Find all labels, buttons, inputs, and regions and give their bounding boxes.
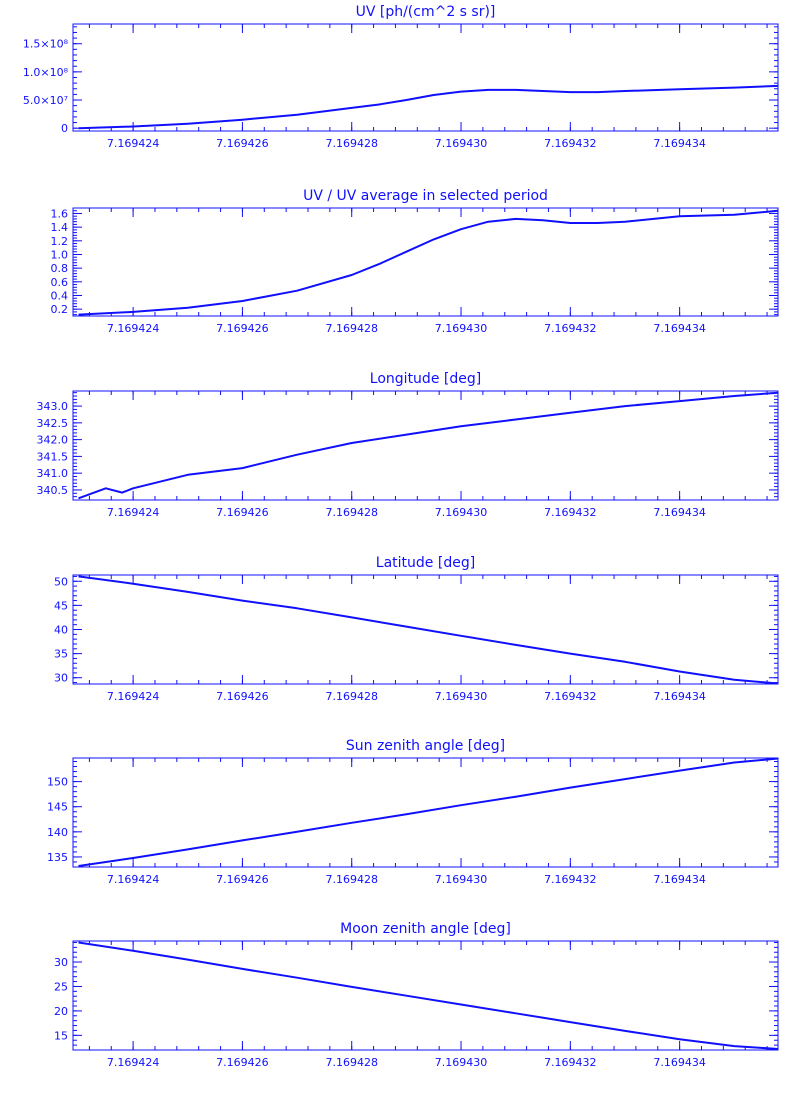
x-tick-label: 7.169426 (216, 873, 269, 886)
x-tick-label: 7.169430 (435, 690, 488, 703)
x-tick-label: 7.169430 (435, 506, 488, 519)
x-tick-label: 7.169428 (325, 506, 378, 519)
y-tick-label: 1.5×10⁸ (23, 38, 69, 51)
y-tick-label: 0.6 (51, 276, 69, 289)
panel-title: Sun zenith angle [deg] (346, 738, 505, 754)
x-tick-label: 7.169432 (544, 690, 597, 703)
panel-title: Moon zenith angle [deg] (340, 921, 511, 937)
y-tick-label: 1.4 (51, 221, 69, 234)
plot-frame (72, 940, 779, 1051)
series-line (78, 84, 779, 130)
panel-4: Latitude [deg] 7.169424 7.169426 7.169428 7.… (54, 555, 779, 703)
y-tick-label: 0.4 (51, 289, 69, 302)
y-tick-label: 340.5 (37, 484, 69, 497)
x-tick-label: 7.169434 (653, 322, 706, 335)
x-tick-label: 7.169430 (435, 137, 488, 150)
y-tick-label: 343.0 (37, 400, 69, 413)
plot-frame (72, 207, 779, 317)
y-tick-label: 145 (47, 801, 68, 814)
x-tick-label: 7.169426 (216, 1056, 269, 1069)
y-tick-label: 0.2 (51, 303, 69, 316)
series-line (78, 757, 779, 867)
x-tick-label: 7.169432 (544, 322, 597, 335)
y-tick-label: 50 (54, 575, 68, 588)
panel-3: Longitude [deg] 7.169424 7.169426 7.169428 7… (37, 371, 779, 519)
series-line (78, 209, 779, 316)
y-tick-label: 1.2 (51, 235, 69, 248)
y-tick-label: 1.6 (51, 207, 69, 220)
y-tick-label: 341.0 (37, 467, 69, 480)
x-tick-label: 7.169424 (107, 873, 160, 886)
panel-6: Moon zenith angle [deg] 7.169424 7.169426 7… (54, 921, 779, 1069)
y-tick-label: 1.0 (51, 248, 69, 261)
y-tick-label: 25 (54, 980, 68, 993)
x-tick-label: 7.169434 (653, 873, 706, 886)
panel-1: UV [ph/(cm^2 s sr)] 7.169424 7.169426 7.169… (23, 4, 779, 150)
x-tick-label: 7.169426 (216, 506, 269, 519)
x-tick-label: 7.169424 (107, 690, 160, 703)
x-tick-label: 7.169424 (107, 322, 160, 335)
y-tick-label: 30 (54, 672, 68, 685)
x-tick-label: 7.169432 (544, 137, 597, 150)
series-line (78, 391, 779, 500)
x-tick-label: 7.169434 (653, 137, 706, 150)
x-tick-label: 7.169424 (107, 137, 160, 150)
panel-5: Sun zenith angle [deg] 7.169424 7.169426 7.… (47, 738, 779, 886)
y-tick-label: 20 (54, 1005, 68, 1018)
y-tick-label: 0 (61, 122, 68, 135)
x-tick-label: 7.169426 (216, 322, 269, 335)
x-tick-label: 7.169432 (544, 873, 597, 886)
x-tick-label: 7.169428 (325, 322, 378, 335)
y-tick-label: 150 (47, 776, 68, 789)
x-tick-label: 7.169426 (216, 137, 269, 150)
x-tick-label: 7.169428 (325, 873, 378, 886)
x-tick-label: 7.169432 (544, 506, 597, 519)
x-tick-label: 7.169424 (107, 506, 160, 519)
y-tick-label: 342.0 (37, 434, 69, 447)
plot-frame (72, 390, 779, 501)
series-line (78, 941, 779, 1050)
y-tick-label: 0.8 (51, 262, 69, 275)
y-tick-label: 35 (54, 648, 68, 661)
panel-2: UV / UV average in selected period 7.1694… (51, 188, 779, 335)
y-tick-label: 40 (54, 624, 68, 637)
plot-frame (72, 23, 779, 132)
y-tick-label: 140 (47, 826, 68, 839)
y-tick-label: 341.5 (37, 450, 69, 463)
panel-title: Latitude [deg] (376, 555, 475, 571)
x-tick-label: 7.169424 (107, 1056, 160, 1069)
plot-frame (72, 757, 779, 868)
x-tick-label: 7.169426 (216, 690, 269, 703)
y-tick-label: 342.5 (37, 417, 69, 430)
x-tick-label: 7.169430 (435, 873, 488, 886)
y-tick-label: 1.0×10⁸ (23, 66, 69, 79)
x-tick-label: 7.169432 (544, 1056, 597, 1069)
panel-title: UV / UV average in selected period (303, 188, 548, 204)
y-tick-label: 5.0×10⁷ (23, 94, 68, 107)
panel-title: UV [ph/(cm^2 s sr)] (356, 4, 496, 20)
panel-title: Longitude [deg] (370, 371, 481, 387)
y-tick-label: 45 (54, 599, 68, 612)
x-tick-label: 7.169434 (653, 690, 706, 703)
y-tick-label: 15 (54, 1029, 68, 1042)
x-tick-label: 7.169430 (435, 1056, 488, 1069)
y-tick-label: 30 (54, 956, 68, 969)
x-tick-label: 7.169428 (325, 690, 378, 703)
x-tick-label: 7.169434 (653, 506, 706, 519)
x-tick-label: 7.169434 (653, 1056, 706, 1069)
x-tick-label: 7.169428 (325, 1056, 378, 1069)
series-line (78, 575, 779, 685)
y-tick-label: 135 (47, 851, 68, 864)
x-tick-label: 7.169428 (325, 137, 378, 150)
x-tick-label: 7.169430 (435, 322, 488, 335)
